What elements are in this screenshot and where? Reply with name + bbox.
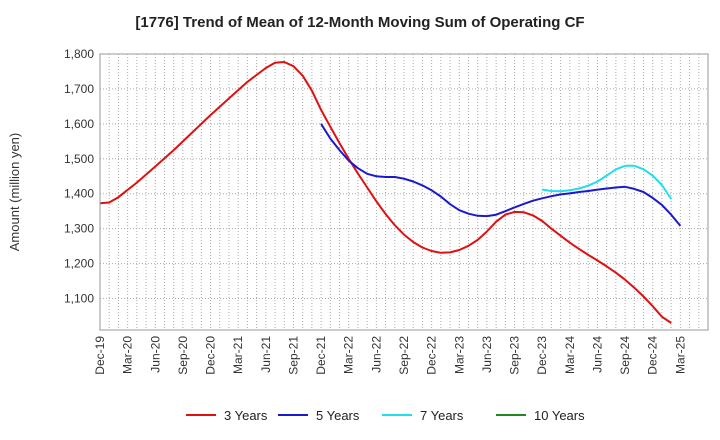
legend-label: 10 Years: [534, 408, 585, 423]
legend-label: 5 Years: [316, 408, 360, 423]
x-tick-label: Jun-20: [148, 336, 162, 373]
y-tick-label: 1,700: [64, 82, 94, 96]
x-tick-label: Jun-24: [590, 336, 604, 373]
x-tick-label: Dec-22: [425, 336, 439, 375]
x-tick-label: Jun-21: [259, 336, 273, 373]
x-tick-label: Dec-19: [93, 336, 107, 375]
y-tick-label: 1,100: [64, 292, 94, 306]
grid: [100, 54, 708, 330]
x-tick-label: Jun-22: [369, 336, 383, 373]
x-axis-ticks: Dec-19 Mar-20 Jun-20 Sep-20 Dec-20 Mar-21 Jun-…: [93, 336, 687, 375]
x-tick-label: Dec-24: [646, 336, 660, 375]
x-tick-label: Dec-21: [314, 336, 328, 375]
y-tick-label: 1,200: [64, 257, 94, 271]
x-tick-label: Mar-21: [231, 336, 245, 374]
y-axis-ticks: 1,100 1,200 1,300 1,400 1,500 1,600 1,700 1,800: [64, 47, 94, 306]
y-tick-label: 1,400: [64, 187, 94, 201]
x-tick-label: Mar-23: [452, 336, 466, 374]
x-tick-label: Jun-23: [480, 336, 494, 373]
x-tick-label: Mar-25: [673, 336, 687, 374]
series-lines: [99, 61, 682, 324]
y-tick-label: 1,600: [64, 117, 94, 131]
x-tick-label: Sep-24: [618, 336, 632, 375]
x-tick-label: Dec-23: [535, 336, 549, 375]
x-tick-label: Dec-20: [204, 336, 218, 375]
x-tick-label: Mar-24: [563, 336, 577, 374]
series-line-7-years: [542, 164, 673, 200]
y-tick-label: 1,500: [64, 152, 94, 166]
x-tick-label: Sep-23: [508, 336, 522, 375]
x-tick-label: Sep-20: [176, 336, 190, 375]
y-tick-label: 1,300: [64, 222, 94, 236]
legend-label: 3 Years: [224, 408, 268, 423]
plot-frame: [99, 53, 709, 331]
x-tick-label: Mar-20: [121, 336, 135, 374]
x-tick-label: Mar-22: [342, 336, 356, 374]
y-axis-label: Amount (million yen): [7, 133, 22, 252]
legend-label: 7 Years: [420, 408, 464, 423]
x-tick-label: Sep-21: [286, 336, 300, 375]
legend: 3 Years 5 Years 7 Years 10 Years: [186, 408, 585, 423]
x-tick-label: Sep-22: [397, 336, 411, 375]
series-line-3-years: [99, 61, 672, 324]
chart-title: [1776] Trend of Mean of 12-Month Moving …: [135, 14, 584, 31]
y-tick-label: 1,800: [64, 47, 94, 61]
series-line-5-years: [320, 123, 682, 227]
